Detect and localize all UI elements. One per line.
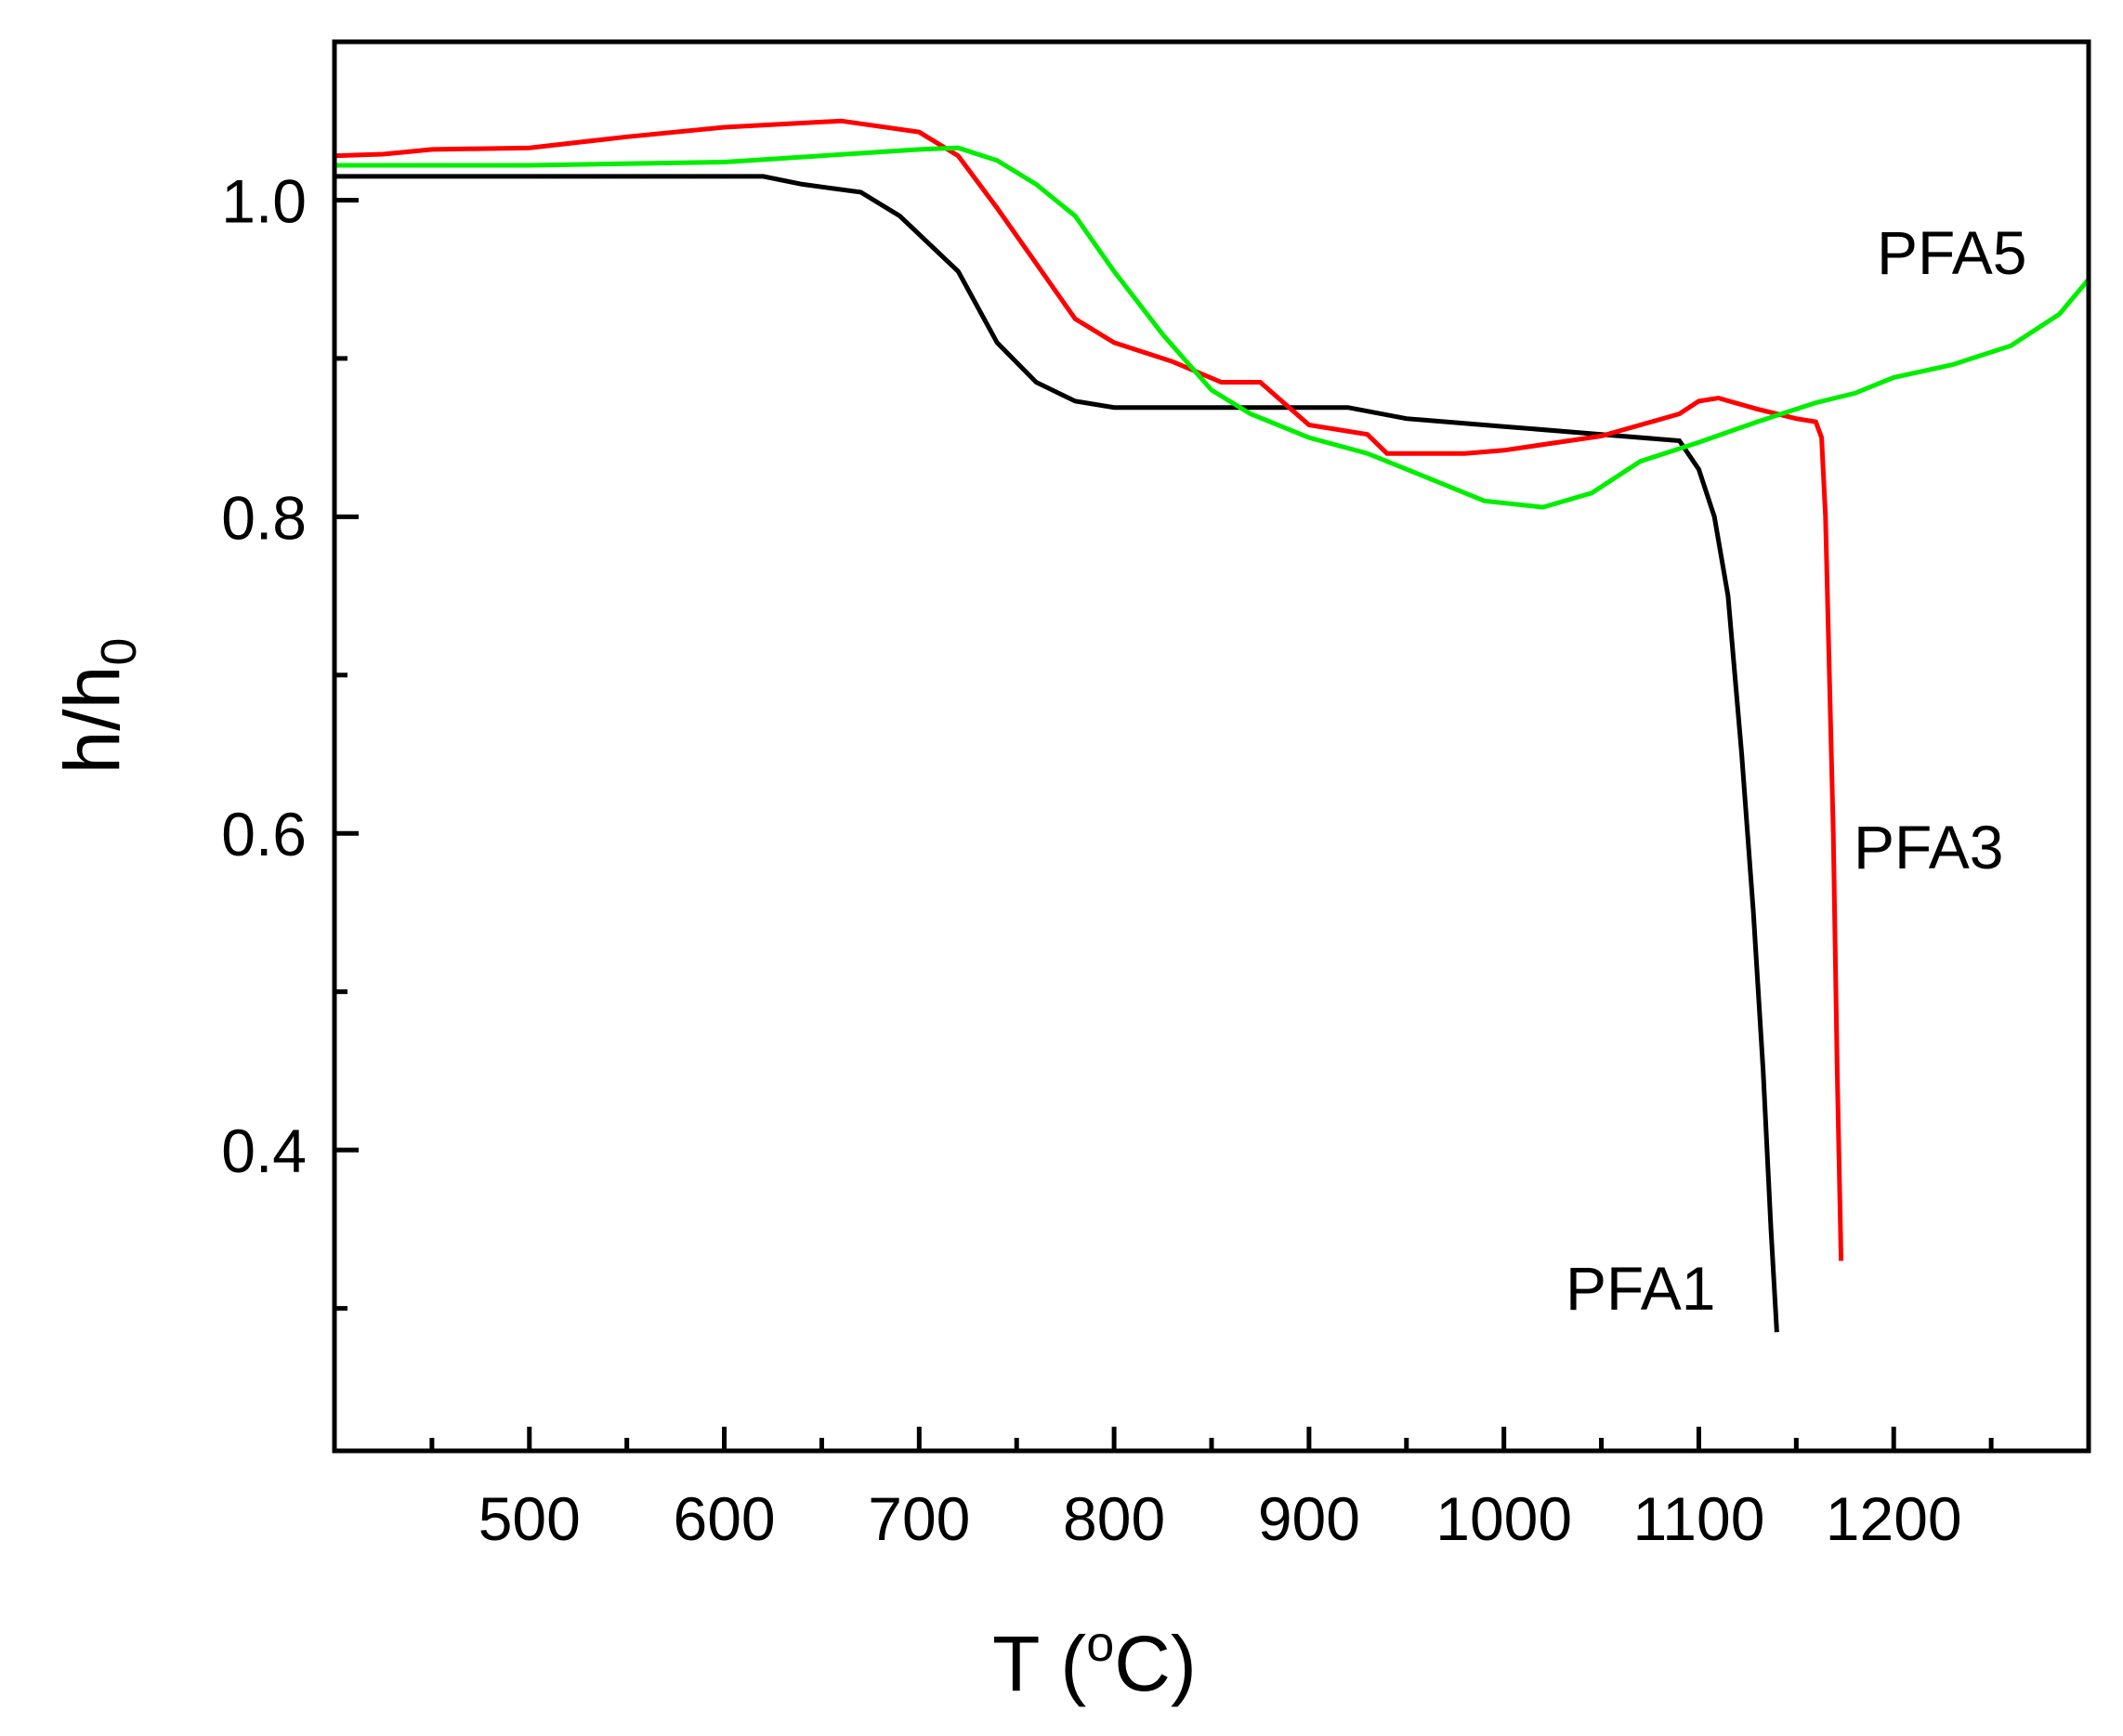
x-tick-label-800: 800 xyxy=(1063,1484,1165,1553)
x-axis-title-degree: o xyxy=(1086,1616,1114,1672)
series-line-pfa3 xyxy=(334,118,1844,1261)
series-line-pfa5 xyxy=(334,145,2089,510)
series-label-pfa5: PFA5 xyxy=(1877,218,2026,287)
x-tick-label-900: 900 xyxy=(1258,1484,1360,1553)
y-axis-ticks xyxy=(334,197,359,1312)
x-axis-title-main: T ( xyxy=(992,1620,1086,1707)
x-axis-title-unit: C) xyxy=(1114,1620,1197,1707)
x-tick-label-1100: 1100 xyxy=(1632,1484,1764,1553)
y-tick-label-0.6: 0.6 xyxy=(221,800,307,868)
series-layer xyxy=(334,118,2089,1333)
y-axis-title: h/h0 xyxy=(48,638,147,775)
y-axis-title-main: h/h xyxy=(48,666,136,775)
x-tick-label-1200: 1200 xyxy=(1826,1484,1962,1553)
x-tick-label-700: 700 xyxy=(868,1484,970,1553)
y-tick-label-0.4: 0.4 xyxy=(221,1116,307,1185)
x-tick-label-500: 500 xyxy=(478,1484,581,1553)
y-tick-label-0.8: 0.8 xyxy=(221,483,307,552)
y-tick-label-1.0: 1.0 xyxy=(221,166,307,235)
series-label-pfa1: PFA1 xyxy=(1566,1254,1715,1323)
x-axis-ticks xyxy=(429,1427,1994,1451)
x-axis-title: T (oC) xyxy=(992,1616,1197,1707)
series-line-pfa1 xyxy=(334,174,1779,1333)
plot-frame xyxy=(332,39,2091,1454)
y-axis-title-subscript: 0 xyxy=(91,638,147,666)
series-label-pfa3: PFA3 xyxy=(1854,813,2003,881)
x-tick-label-1000: 1000 xyxy=(1435,1484,1572,1553)
x-tick-label-600: 600 xyxy=(673,1484,775,1553)
